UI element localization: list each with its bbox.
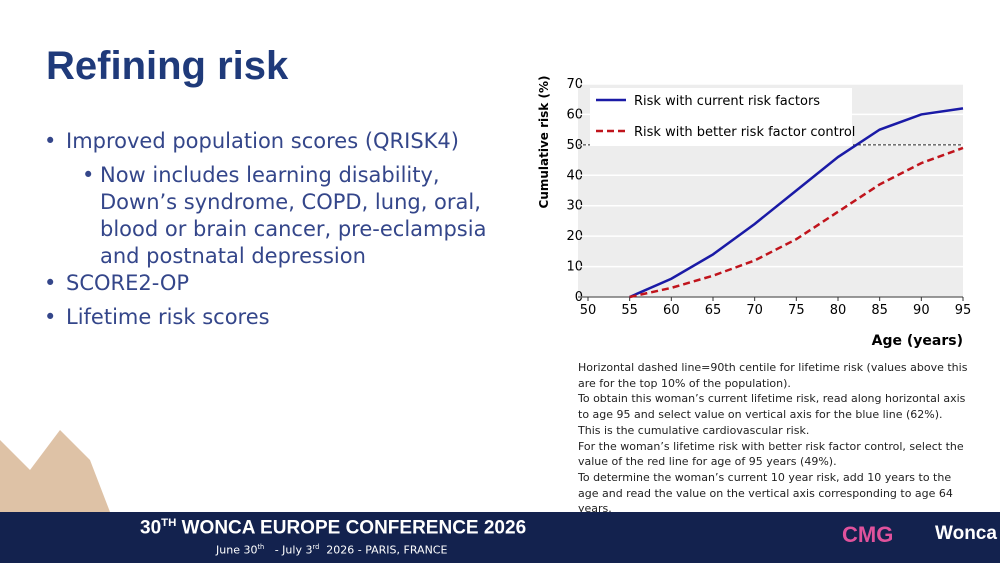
- sub-bullet: Now includes learning disability, Down’s…: [62, 162, 514, 270]
- chart: Cumulative risk (%) Age (years) 01020304…: [0, 76, 972, 512]
- caption-line: To obtain this woman’s current lifetime …: [578, 392, 966, 437]
- location: 2026 - PARIS, FRANCE: [326, 543, 448, 557]
- x-tick-label: 75: [788, 303, 805, 318]
- caption: Horizontal dashed line=90th centile for …: [578, 360, 968, 517]
- y-tick-label: 10: [566, 260, 583, 275]
- line-series: [629, 107, 964, 299]
- y-tick-label: 20: [566, 229, 583, 244]
- x-tick-label: 60: [663, 303, 680, 318]
- y-tick-label: 50: [566, 138, 583, 153]
- date: - July 3: [274, 543, 313, 557]
- x-tick-label: 95: [955, 303, 972, 318]
- x-axis-label: Age (years): [872, 333, 963, 349]
- conference-title: 30TH WONCA EUROPE CONFERENCE 2026: [140, 517, 526, 539]
- number: 30: [140, 517, 162, 539]
- y-tick-label: 60: [566, 107, 583, 122]
- number-suffix: TH: [161, 517, 177, 529]
- x-tick-label: 65: [705, 303, 722, 318]
- caption-line: Horizontal dashed line=90th centile for …: [578, 361, 968, 390]
- x-tick-label: 70: [746, 303, 763, 318]
- slide-title: Refining risk: [46, 44, 289, 88]
- x-tick-label: 55: [621, 303, 638, 318]
- legend-label: Risk with current risk factors: [634, 94, 820, 109]
- date-suffix: rd: [312, 543, 320, 551]
- y-axis-label: Cumulative risk (%): [537, 76, 551, 209]
- caption-line: To determine the woman’s current 10 year…: [578, 470, 953, 516]
- conference-name: WONCA EUROPE CONFERENCE 2026: [181, 517, 527, 539]
- bullet: Improved population scores (QRISK4): [44, 128, 514, 155]
- logo: Wonca: [935, 523, 997, 544]
- date: June 30: [216, 543, 258, 557]
- footer: 30TH WONCA EUROPE CONFERENCE 2026 June 3…: [0, 512, 1000, 563]
- logo: CMG: [842, 522, 894, 547]
- line-series: [629, 146, 964, 299]
- conference-date: June 30th - July 3rd 2026 - PARIS, FRANC…: [216, 543, 447, 557]
- bullet: Lifetime risk scores: [44, 304, 514, 331]
- decoration: [0, 430, 110, 512]
- y-tick-label: 40: [566, 168, 583, 183]
- bullet-list: Improved population scores (QRISK4) Now i…: [44, 128, 514, 338]
- legend: [590, 88, 852, 146]
- date-suffix: th: [257, 543, 265, 551]
- bullet: SCORE2-OP: [44, 270, 514, 297]
- y-tick-label: 30: [566, 199, 583, 214]
- y-tick-label: 70: [566, 77, 583, 92]
- x-tick-label: 85: [871, 303, 888, 318]
- x-tick-label: 50: [580, 303, 597, 318]
- caption-line: For the woman’s lifetime risk with bette…: [578, 439, 964, 469]
- x-tick-label: 90: [913, 303, 930, 318]
- x-tick-label: 80: [830, 303, 847, 318]
- legend-label: Risk with better risk factor control: [634, 125, 855, 140]
